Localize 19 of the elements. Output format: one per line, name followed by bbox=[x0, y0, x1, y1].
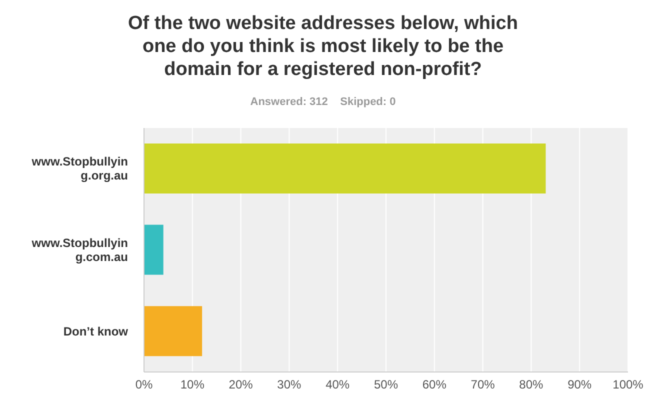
y-tick-label: www.Stopbullying.org.au bbox=[30, 154, 128, 183]
x-tick-label: 60% bbox=[422, 378, 447, 392]
bar bbox=[144, 143, 546, 194]
chart-subtitle: Answered: 312 Skipped: 0 bbox=[249, 96, 397, 108]
x-tick-label: 0% bbox=[135, 378, 153, 392]
bar bbox=[144, 224, 164, 275]
bar bbox=[144, 306, 202, 356]
x-tick-label: 70% bbox=[470, 378, 496, 392]
x-tick-label: 90% bbox=[568, 378, 592, 392]
x-tick-label: 20% bbox=[228, 378, 254, 392]
y-tick-label: Don’t know bbox=[63, 324, 129, 338]
x-tick-label: 30% bbox=[277, 378, 302, 392]
x-tick-label: 100% bbox=[612, 378, 644, 392]
x-tick-label: 10% bbox=[180, 378, 205, 392]
x-tick-label: 40% bbox=[326, 378, 350, 392]
y-tick-label: www.Stopbullying.com.au bbox=[30, 236, 128, 264]
x-tick-label: 80% bbox=[519, 378, 544, 392]
x-tick-label: 50% bbox=[374, 378, 398, 392]
chart-title: Of the two website addresses below, which one do you think is most likely to be the domain for a registered non-profit? bbox=[127, 12, 519, 81]
